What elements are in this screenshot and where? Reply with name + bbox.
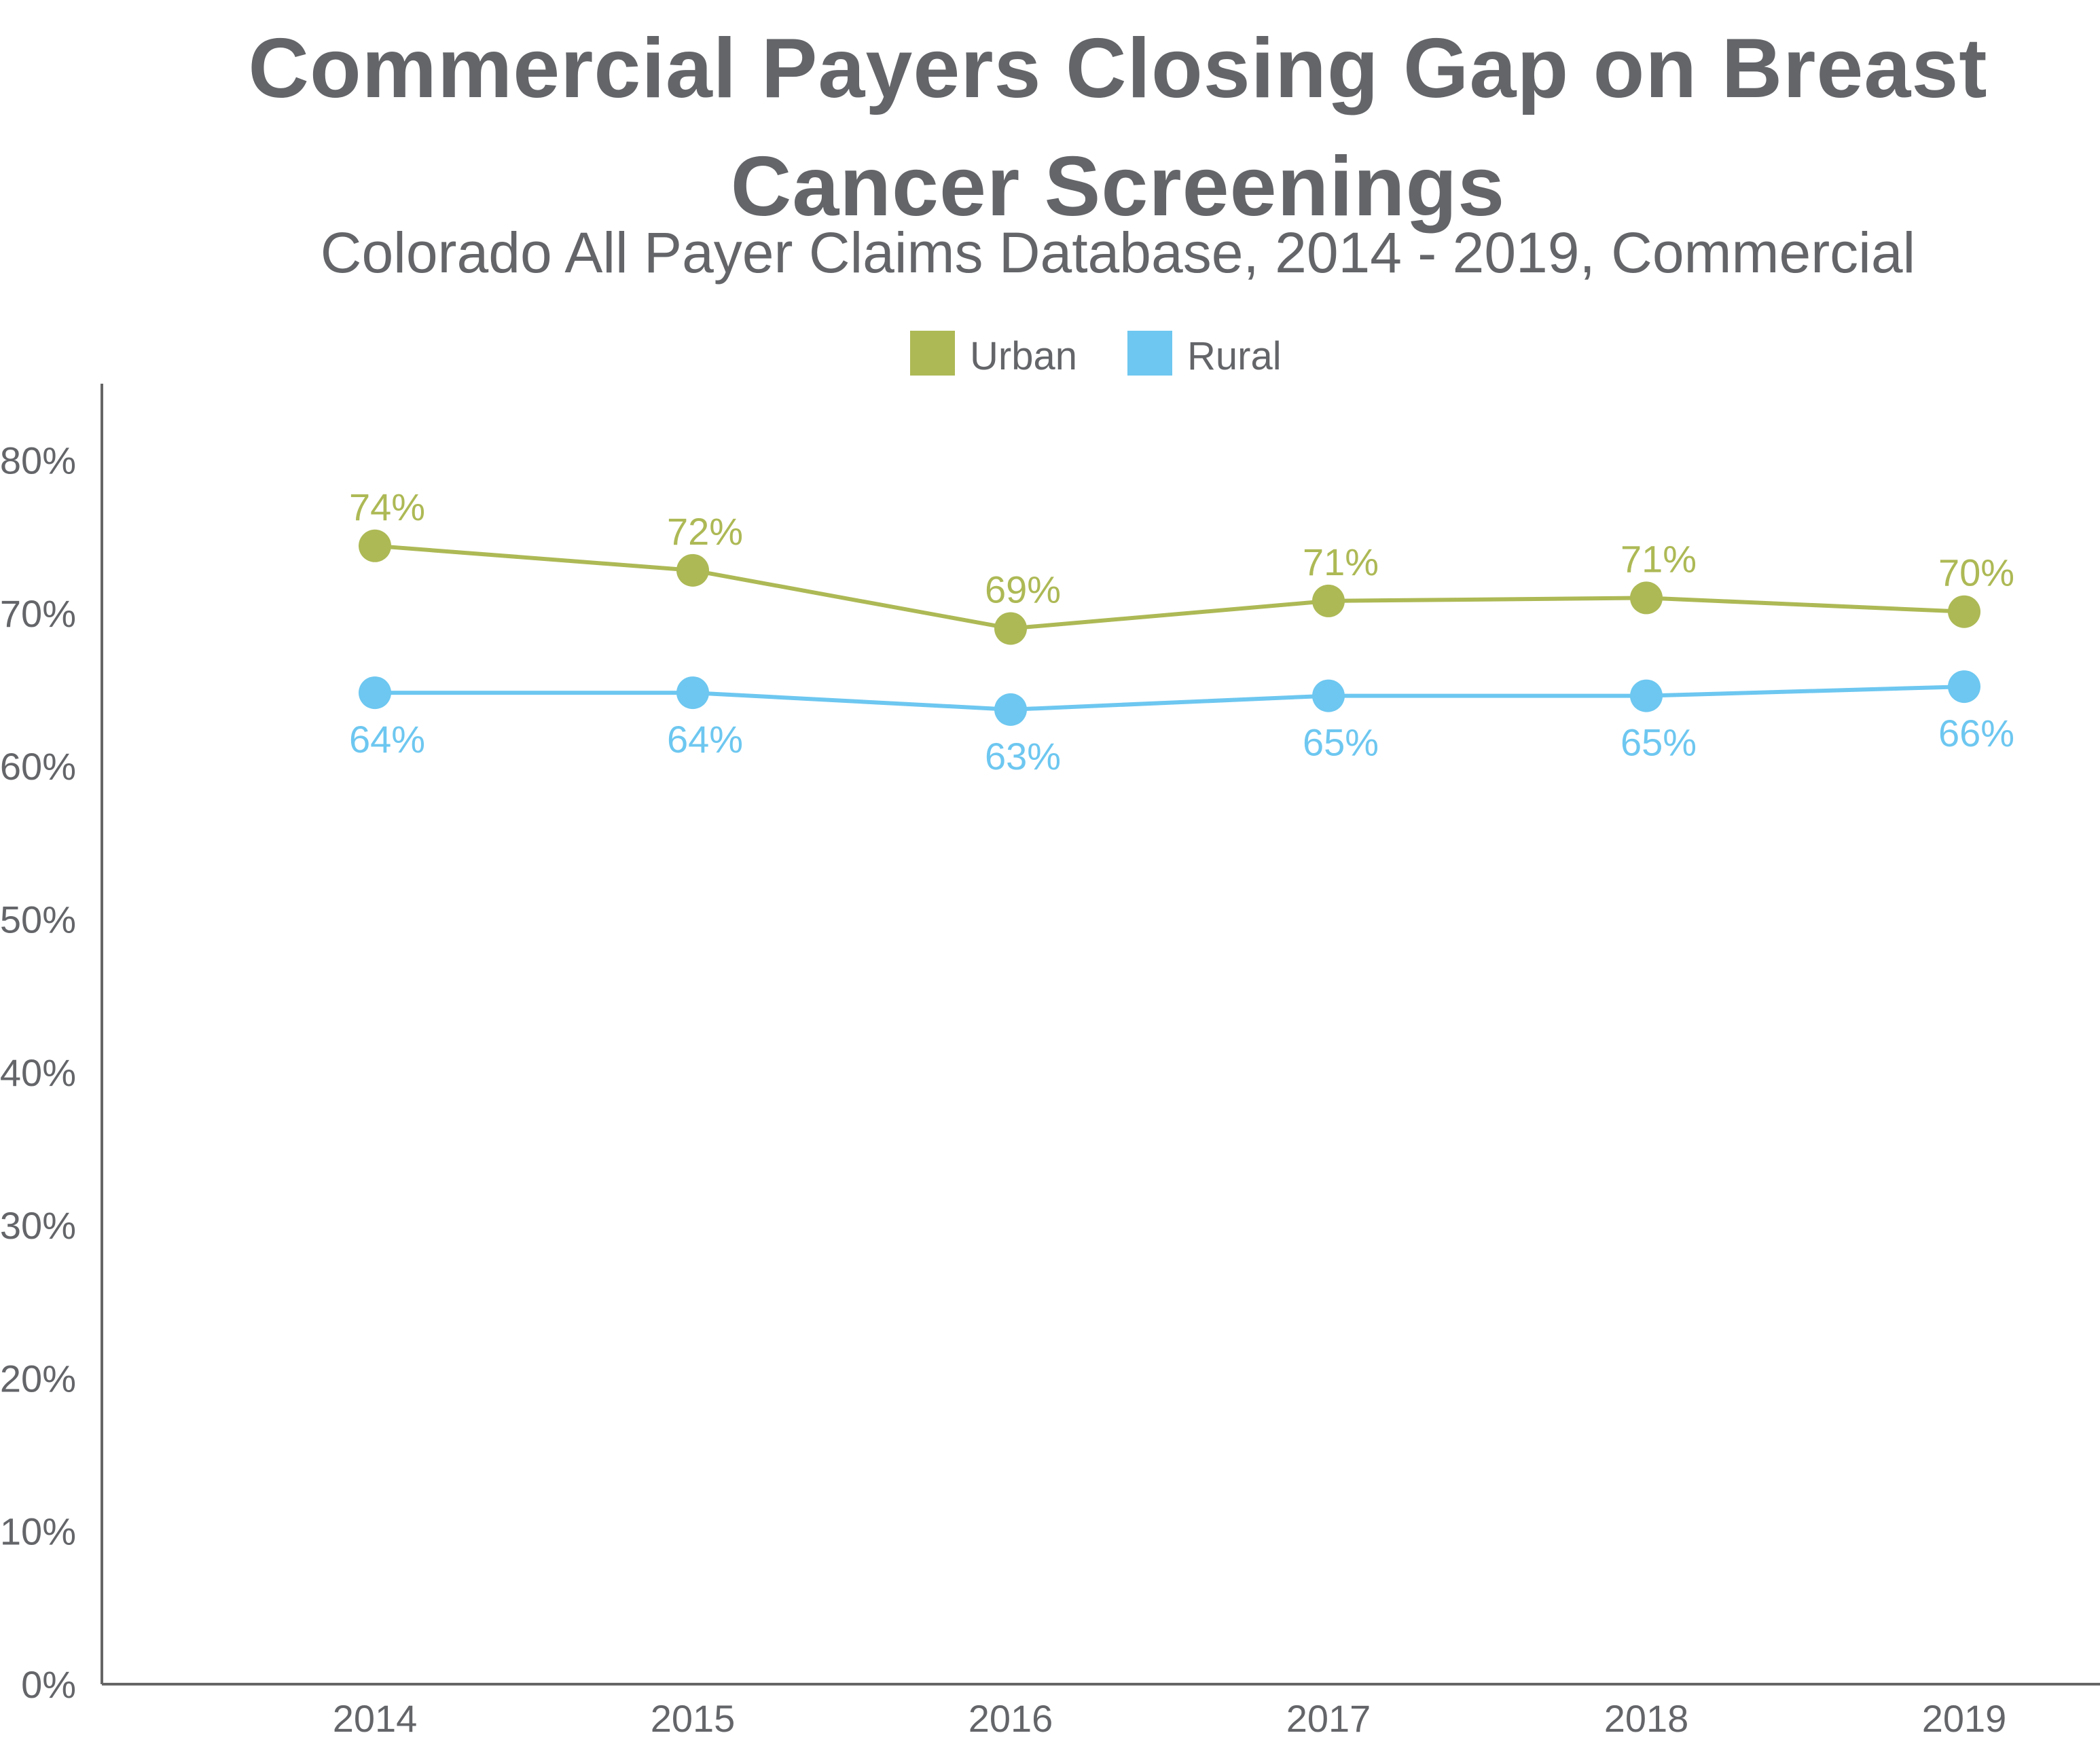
data-label-urban-2014: 74% [349, 486, 425, 528]
data-point-urban-2018 [1630, 581, 1663, 615]
chart-title-line-2: Cancer Screenings [730, 140, 1506, 234]
data-point-urban-2015 [676, 553, 709, 587]
data-point-rural-2017 [1312, 679, 1345, 712]
data-point-rural-2016 [994, 693, 1027, 726]
data-label-urban-2019: 70% [1938, 551, 2014, 594]
y-tick-label-40: 40% [0, 1051, 76, 1094]
y-tick-label-80: 80% [0, 439, 76, 482]
y-tick-label-20: 20% [0, 1357, 76, 1400]
data-label-urban-2017: 71% [1303, 541, 1379, 583]
data-label-rural-2019: 66% [1938, 712, 2014, 754]
data-label-rural-2016: 63% [985, 735, 1061, 778]
data-point-urban-2016 [994, 612, 1027, 645]
x-tick-label-2016: 2016 [968, 1697, 1053, 1740]
legend-label-rural: Rural [1187, 334, 1282, 378]
x-tick-label-2015: 2015 [651, 1697, 736, 1740]
data-label-rural-2018: 65% [1621, 721, 1697, 764]
legend-label-urban: Urban [970, 334, 1077, 378]
x-tick-label-2017: 2017 [1286, 1697, 1371, 1740]
data-point-rural-2014 [359, 676, 391, 710]
chart-title-line-1: Commercial Payers Closing Gap on Breast [248, 22, 1988, 115]
y-tick-label-70: 70% [0, 592, 76, 635]
y-tick-label-0: 0% [21, 1663, 76, 1706]
chart-axes: 0% 10% 20% 30% 40% 50% 60% 70% 80% 2014 2015 2016 20… [0, 384, 2100, 1740]
data-point-rural-2015 [676, 676, 709, 710]
data-label-urban-2018: 71% [1621, 537, 1697, 580]
y-tick-label-30: 30% [0, 1204, 76, 1247]
y-tick-label-10: 10% [0, 1510, 76, 1553]
x-tick-label-2019: 2019 [1922, 1697, 2007, 1740]
y-tick-label-50: 50% [0, 898, 76, 941]
legend-swatch-urban [910, 331, 955, 376]
chart-title: Commercial Payers Closing Gap on Breast … [68, 10, 2100, 246]
series-layer: 74% 72% 69% 71% 71% 70% 64% 64% 63% 65% 65% 66% [349, 486, 2014, 778]
series-line-urban [374, 543, 1965, 631]
data-label-rural-2017: 65% [1303, 721, 1379, 764]
chart-subtitle: Colorado All Payer Claims Database, 2014… [320, 221, 1916, 285]
data-point-urban-2017 [1312, 584, 1345, 617]
series-line-rural [375, 685, 1965, 712]
data-label-urban-2015: 72% [667, 510, 743, 553]
data-point-rural-2018 [1630, 679, 1663, 712]
data-point-rural-2019 [1948, 670, 1980, 704]
chart-legend: Urban Rural [910, 331, 1282, 378]
data-label-rural-2015: 64% [667, 718, 743, 761]
x-tick-label-2014: 2014 [333, 1697, 418, 1740]
y-tick-label-60: 60% [0, 745, 76, 788]
x-tick-label-2018: 2018 [1604, 1697, 1689, 1740]
data-label-rural-2014: 64% [349, 718, 425, 761]
legend-swatch-rural [1127, 331, 1172, 376]
data-point-urban-2014 [359, 529, 391, 562]
data-point-urban-2019 [1948, 595, 1980, 628]
data-label-urban-2016: 69% [985, 568, 1061, 611]
